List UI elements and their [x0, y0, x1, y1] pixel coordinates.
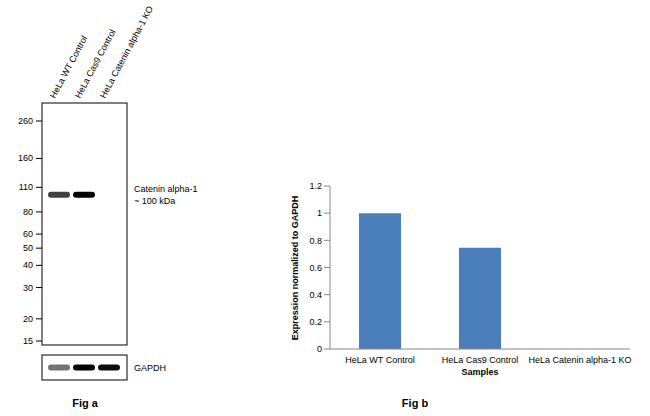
svg-text:Fig b: Fig b	[402, 397, 429, 409]
svg-text:HeLa Catenin alpha-1 KO: HeLa Catenin alpha-1 KO	[98, 4, 155, 100]
svg-text:Samples: Samples	[461, 367, 498, 377]
svg-text:0.6: 0.6	[309, 263, 322, 273]
svg-text:15: 15	[23, 336, 33, 346]
svg-text:260: 260	[18, 116, 33, 126]
svg-text:40: 40	[23, 260, 33, 270]
svg-text:HeLa WT Control: HeLa WT Control	[345, 355, 414, 365]
svg-text:0: 0	[317, 344, 322, 354]
svg-text:110: 110	[19, 182, 33, 192]
svg-text:HeLa Cas9 Control: HeLa Cas9 Control	[72, 27, 118, 100]
svg-text:0.4: 0.4	[309, 290, 322, 300]
svg-text:HeLa WT Control: HeLa WT Control	[47, 34, 90, 100]
svg-text:80: 80	[23, 207, 33, 217]
svg-text:0.2: 0.2	[309, 317, 322, 327]
svg-text:0.8: 0.8	[309, 236, 322, 246]
svg-text:HeLa Cas9 Control: HeLa Cas9 Control	[442, 355, 519, 365]
svg-text:1: 1	[317, 208, 322, 218]
svg-text:GAPDH: GAPDH	[134, 363, 166, 373]
svg-text:30: 30	[23, 283, 33, 293]
svg-text:~ 100 kDa: ~ 100 kDa	[134, 196, 175, 206]
svg-text:Expression normalized to GAPDH: Expression normalized to GAPDH	[290, 196, 300, 341]
svg-text:1.2: 1.2	[309, 181, 322, 191]
svg-text:20: 20	[23, 314, 33, 324]
svg-text:Catenin alpha-1: Catenin alpha-1	[134, 184, 198, 194]
svg-text:50: 50	[23, 243, 33, 253]
svg-text:60: 60	[23, 229, 33, 239]
svg-text:160: 160	[18, 153, 33, 163]
svg-text:HeLa Catenin alpha-1 KO: HeLa Catenin alpha-1 KO	[528, 355, 631, 365]
svg-text:Fig a: Fig a	[72, 397, 99, 409]
